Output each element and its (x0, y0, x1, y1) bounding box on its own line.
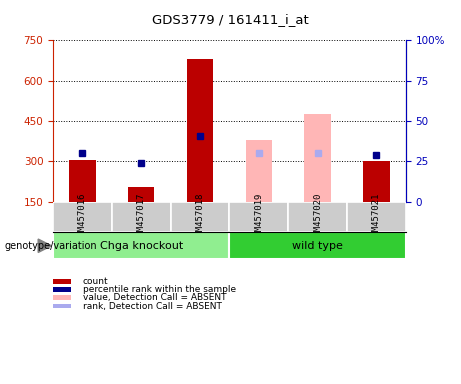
Bar (53, 295, 71, 300)
Text: GSM457020: GSM457020 (313, 193, 322, 241)
Text: GSM457018: GSM457018 (195, 193, 205, 241)
Text: GSM457021: GSM457021 (372, 193, 381, 241)
Bar (171, 202, 230, 232)
Bar (288, 202, 347, 232)
Text: GDS3779 / 161411_i_at: GDS3779 / 161411_i_at (152, 13, 309, 26)
Bar (69, 160, 95, 202)
Bar (229, 232, 406, 259)
Bar (112, 202, 171, 232)
Text: count: count (83, 277, 109, 286)
Bar (53, 303, 71, 308)
Bar (128, 187, 154, 202)
Text: genotype/variation: genotype/variation (5, 241, 97, 251)
Text: GSM457017: GSM457017 (136, 193, 146, 241)
Text: Chga knockout: Chga knockout (100, 241, 183, 251)
Bar (363, 161, 390, 202)
Text: GSM457019: GSM457019 (254, 193, 263, 241)
Bar (229, 202, 288, 232)
Bar (53, 279, 71, 284)
Bar (246, 140, 272, 202)
Polygon shape (38, 239, 52, 253)
Text: value, Detection Call = ABSENT: value, Detection Call = ABSENT (83, 293, 226, 302)
Text: GSM457016: GSM457016 (78, 193, 87, 241)
Bar (304, 114, 331, 202)
Bar (53, 202, 112, 232)
Bar (347, 202, 406, 232)
Bar (53, 287, 71, 292)
Bar (53, 232, 230, 259)
Bar (187, 59, 213, 202)
Text: percentile rank within the sample: percentile rank within the sample (83, 285, 236, 294)
Text: wild type: wild type (292, 241, 343, 251)
Text: rank, Detection Call = ABSENT: rank, Detection Call = ABSENT (83, 301, 222, 311)
